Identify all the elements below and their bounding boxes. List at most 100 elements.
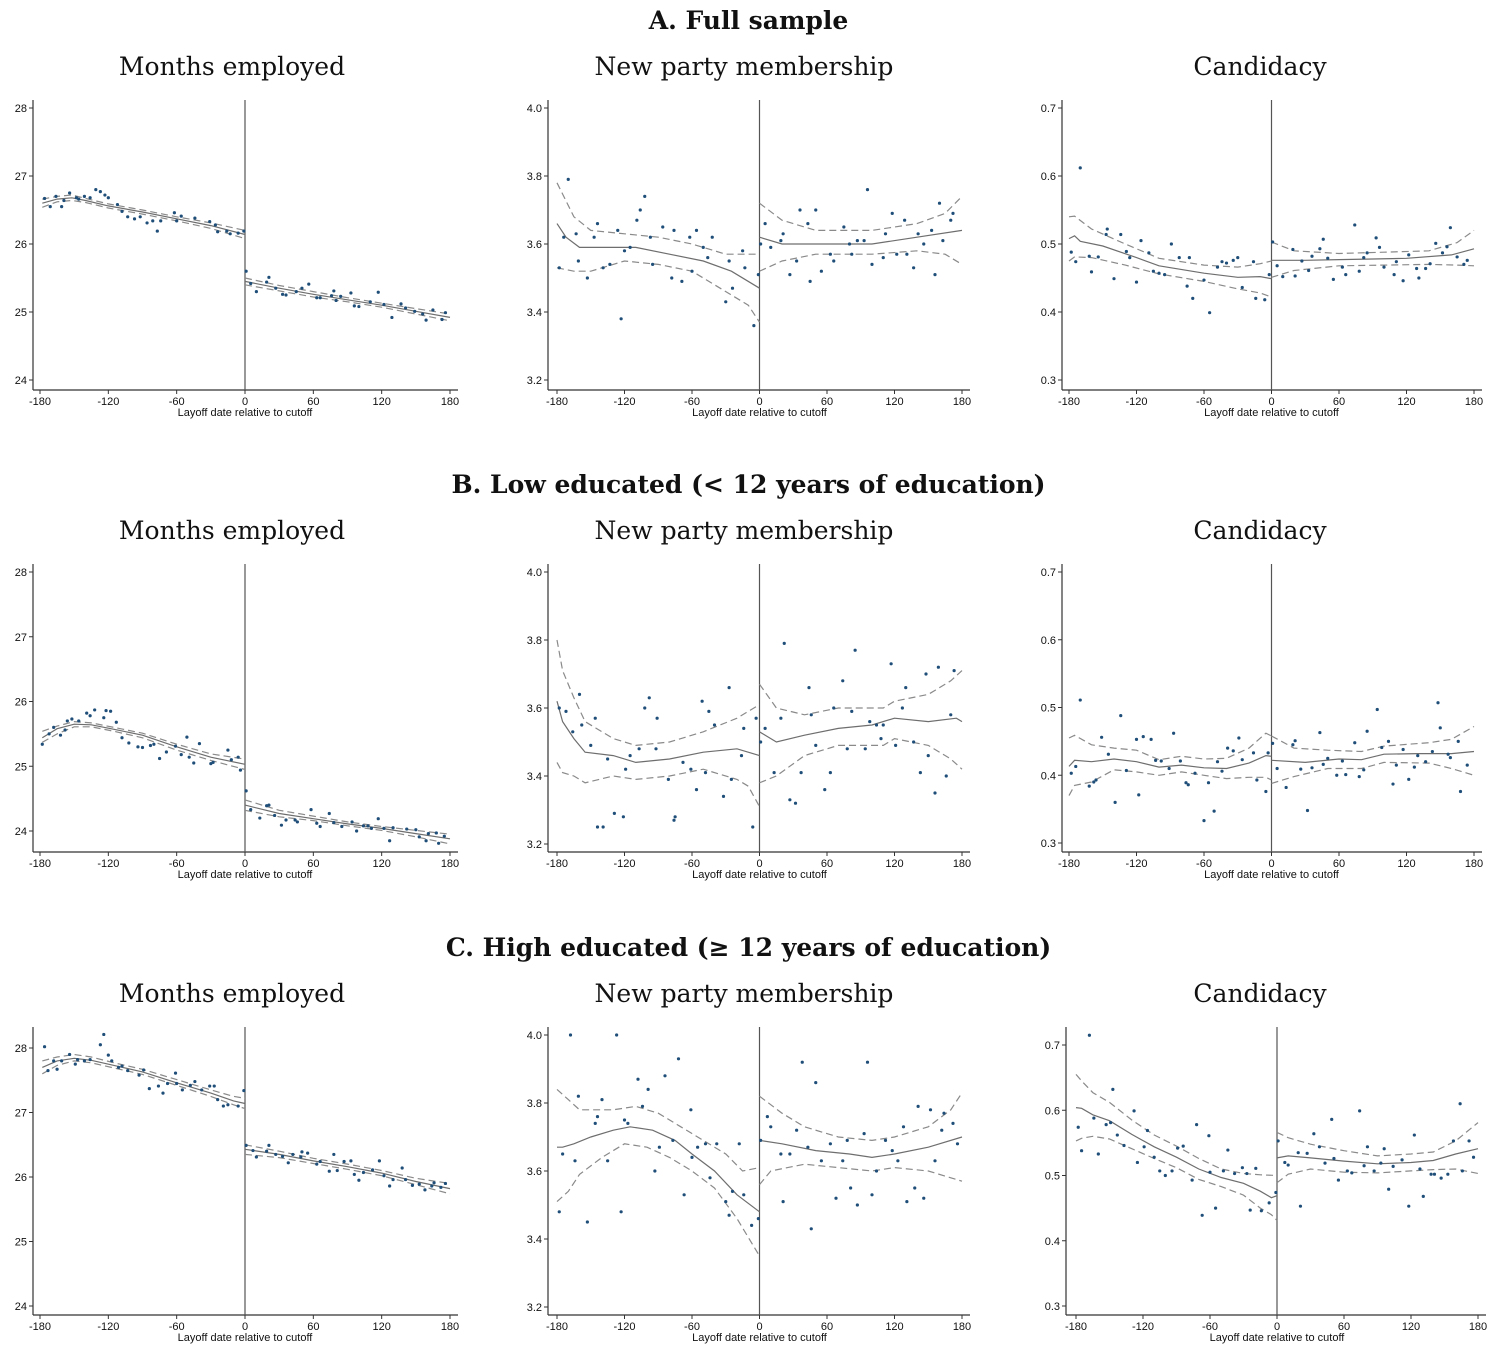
data-point bbox=[1157, 271, 1161, 275]
data-point bbox=[1122, 1143, 1126, 1148]
data-point bbox=[142, 1068, 146, 1072]
data-point bbox=[1248, 1208, 1252, 1212]
data-point bbox=[694, 788, 699, 792]
data-point bbox=[926, 754, 930, 758]
data-point bbox=[1412, 765, 1416, 769]
x-tick-label: 180 bbox=[953, 396, 971, 408]
panel-title-a-1: Months employed bbox=[118, 52, 346, 81]
data-point bbox=[1076, 1125, 1080, 1129]
data-point bbox=[352, 304, 356, 308]
data-point bbox=[673, 815, 677, 819]
data-point bbox=[806, 1145, 810, 1149]
data-point bbox=[437, 841, 441, 845]
data-point bbox=[1202, 278, 1206, 282]
y-tick-label: 0.5 bbox=[1045, 1171, 1060, 1183]
data-point bbox=[1455, 255, 1459, 259]
data-point bbox=[274, 1152, 278, 1157]
data-point bbox=[1357, 269, 1361, 273]
fit-left bbox=[1068, 754, 1272, 770]
data-point bbox=[110, 1059, 114, 1063]
data-point bbox=[850, 252, 854, 256]
data-point bbox=[1092, 1116, 1096, 1120]
data-point bbox=[937, 201, 942, 205]
data-point bbox=[903, 218, 907, 222]
data-point bbox=[661, 225, 665, 229]
ci-right-lower bbox=[759, 737, 963, 784]
data-point bbox=[349, 291, 353, 295]
data-point bbox=[601, 266, 605, 270]
data-point bbox=[1353, 741, 1357, 745]
x-tick-label: -60 bbox=[169, 858, 185, 870]
data-point bbox=[68, 1052, 72, 1057]
data-point bbox=[197, 741, 202, 746]
data-point bbox=[127, 741, 131, 745]
data-point bbox=[1112, 277, 1116, 281]
data-point bbox=[357, 304, 361, 309]
data-point bbox=[1170, 1169, 1174, 1173]
x-tick-label: -120 bbox=[613, 1321, 635, 1333]
data-point bbox=[200, 1088, 204, 1092]
data-point bbox=[1089, 270, 1094, 274]
data-point bbox=[1167, 766, 1171, 771]
x-tick-label: -120 bbox=[97, 858, 119, 870]
data-point bbox=[1417, 276, 1421, 280]
x-tick-label: 120 bbox=[885, 396, 903, 408]
data-point bbox=[216, 230, 220, 234]
data-point bbox=[88, 714, 92, 718]
ci-left-upper bbox=[556, 182, 760, 255]
y-tick-label: 28 bbox=[15, 567, 27, 579]
panel-title-b-1: Months employed bbox=[118, 516, 346, 545]
data-point bbox=[942, 1111, 946, 1115]
data-point bbox=[585, 1220, 589, 1224]
data-point bbox=[1264, 789, 1268, 794]
data-point bbox=[1163, 273, 1167, 277]
data-point bbox=[417, 835, 421, 839]
ci-right-upper bbox=[759, 1092, 963, 1142]
data-point bbox=[868, 720, 872, 724]
data-point bbox=[1318, 247, 1322, 251]
data-point bbox=[335, 1168, 339, 1173]
data-point bbox=[855, 1203, 859, 1207]
data-point bbox=[327, 811, 331, 816]
data-point bbox=[689, 767, 693, 771]
data-point bbox=[307, 282, 311, 286]
y-tick-label: 4.0 bbox=[527, 567, 542, 579]
data-point bbox=[707, 709, 711, 714]
ci-left-upper bbox=[1068, 215, 1272, 268]
data-point bbox=[238, 768, 243, 772]
data-point bbox=[1240, 1166, 1244, 1170]
data-point bbox=[258, 816, 262, 820]
data-point bbox=[1231, 749, 1235, 753]
data-point bbox=[1271, 240, 1275, 244]
data-point bbox=[1365, 729, 1369, 733]
data-point bbox=[236, 231, 240, 235]
data-point bbox=[922, 1196, 926, 1200]
fit-right bbox=[759, 1136, 963, 1159]
data-point bbox=[1362, 256, 1366, 260]
data-point bbox=[185, 735, 189, 739]
x-tick-label: 120 bbox=[1397, 396, 1415, 408]
data-point bbox=[293, 818, 297, 822]
data-point bbox=[1382, 265, 1386, 269]
y-tick-label: 0.3 bbox=[1041, 375, 1056, 387]
data-point bbox=[933, 273, 937, 277]
data-point bbox=[1345, 1169, 1349, 1173]
data-point bbox=[339, 294, 343, 298]
ci-left-lower bbox=[42, 726, 246, 771]
data-point bbox=[912, 266, 916, 270]
data-point bbox=[431, 308, 435, 312]
data-point bbox=[676, 1057, 681, 1061]
data-point bbox=[853, 648, 857, 652]
ci-right-upper bbox=[244, 799, 451, 835]
data-point bbox=[1440, 251, 1445, 255]
data-point bbox=[1191, 296, 1195, 300]
data-point bbox=[1069, 250, 1073, 254]
data-point bbox=[619, 317, 623, 321]
data-point bbox=[779, 716, 783, 720]
data-point bbox=[173, 1071, 178, 1075]
data-point bbox=[951, 1121, 955, 1125]
data-point bbox=[157, 756, 162, 761]
data-point bbox=[1391, 1164, 1395, 1168]
ci-right-upper bbox=[1276, 1122, 1479, 1157]
x-tick-label: -120 bbox=[97, 396, 119, 408]
